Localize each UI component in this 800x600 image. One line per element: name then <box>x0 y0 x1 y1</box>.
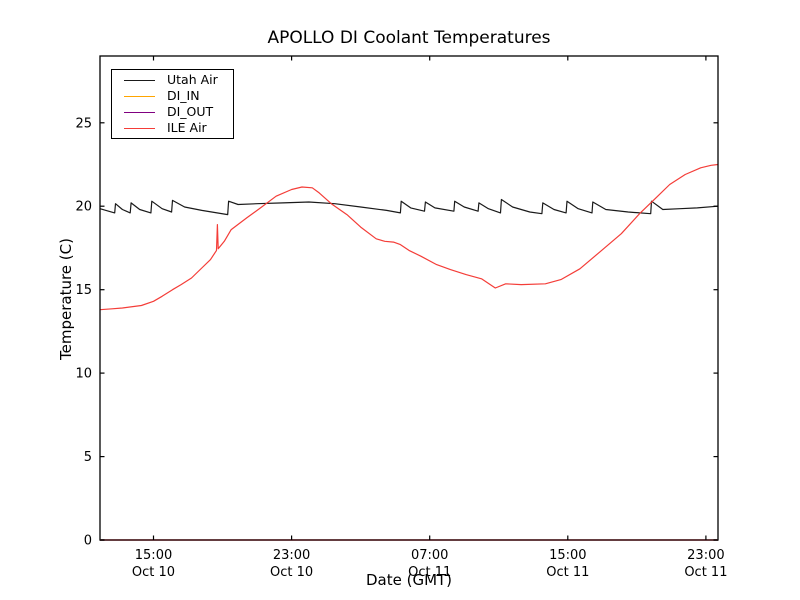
x-tick-label-time: 15:00 <box>135 548 172 563</box>
x-tick-label-time: 07:00 <box>411 548 448 563</box>
legend-entry-di-in: DI_IN <box>124 88 233 104</box>
legend-entry-di-out: DI_OUT <box>124 104 233 120</box>
legend-line-sample-ile-air <box>124 127 155 129</box>
legend-entry-utah-air: Utah Air <box>124 72 233 88</box>
legend-box: Utah Air DI_IN DI_OUT ILE Air <box>111 69 234 139</box>
legend-label-utah-air: Utah Air <box>167 72 218 87</box>
x-tick-label-date: Oct 10 <box>270 565 313 580</box>
x-tick-label-date: Oct 11 <box>546 565 589 580</box>
series-line-utah-air <box>99 198 719 216</box>
x-tick-label-date: Oct 11 <box>408 565 451 580</box>
y-tick-label: 5 <box>84 450 92 465</box>
x-tick-label-time: 23:00 <box>273 548 310 563</box>
legend-line-sample-utah-air <box>124 79 155 81</box>
x-tick-label-date: Oct 10 <box>132 565 175 580</box>
x-tick-label-date: Oct 11 <box>684 565 727 580</box>
y-tick-label: 0 <box>84 534 92 549</box>
legend-label-di-out: DI_OUT <box>167 104 214 119</box>
legend-entry-ile-air: ILE Air <box>124 120 233 136</box>
y-axis-label: Temperature (C) <box>57 238 75 360</box>
axis-ticks <box>100 56 718 541</box>
legend-line-sample-di-out <box>124 111 155 113</box>
y-tick-label: 15 <box>75 283 92 298</box>
axis-tick-labels: 15:00 Oct 10 23:00 Oct 10 07:00 Oct 11 15:00 Oc… <box>75 116 727 580</box>
x-axis-label: Date (GMT) <box>365 571 453 589</box>
series-line-ile-air <box>99 163 719 311</box>
legend-label-di-in: DI_IN <box>167 88 200 103</box>
legend-line-sample-di-in <box>124 95 155 97</box>
chart-title: APOLLO DI Coolant Temperatures <box>267 28 551 48</box>
legend-label-ile-air: ILE Air <box>167 120 207 135</box>
y-tick-label: 25 <box>75 116 92 131</box>
axes-frame <box>99 55 719 541</box>
x-tick-label-time: 23:00 <box>687 548 724 563</box>
y-tick-label: 10 <box>75 367 92 382</box>
series-group <box>99 163 719 541</box>
y-tick-label: 20 <box>75 200 92 215</box>
x-tick-label-time: 15:00 <box>549 548 586 563</box>
